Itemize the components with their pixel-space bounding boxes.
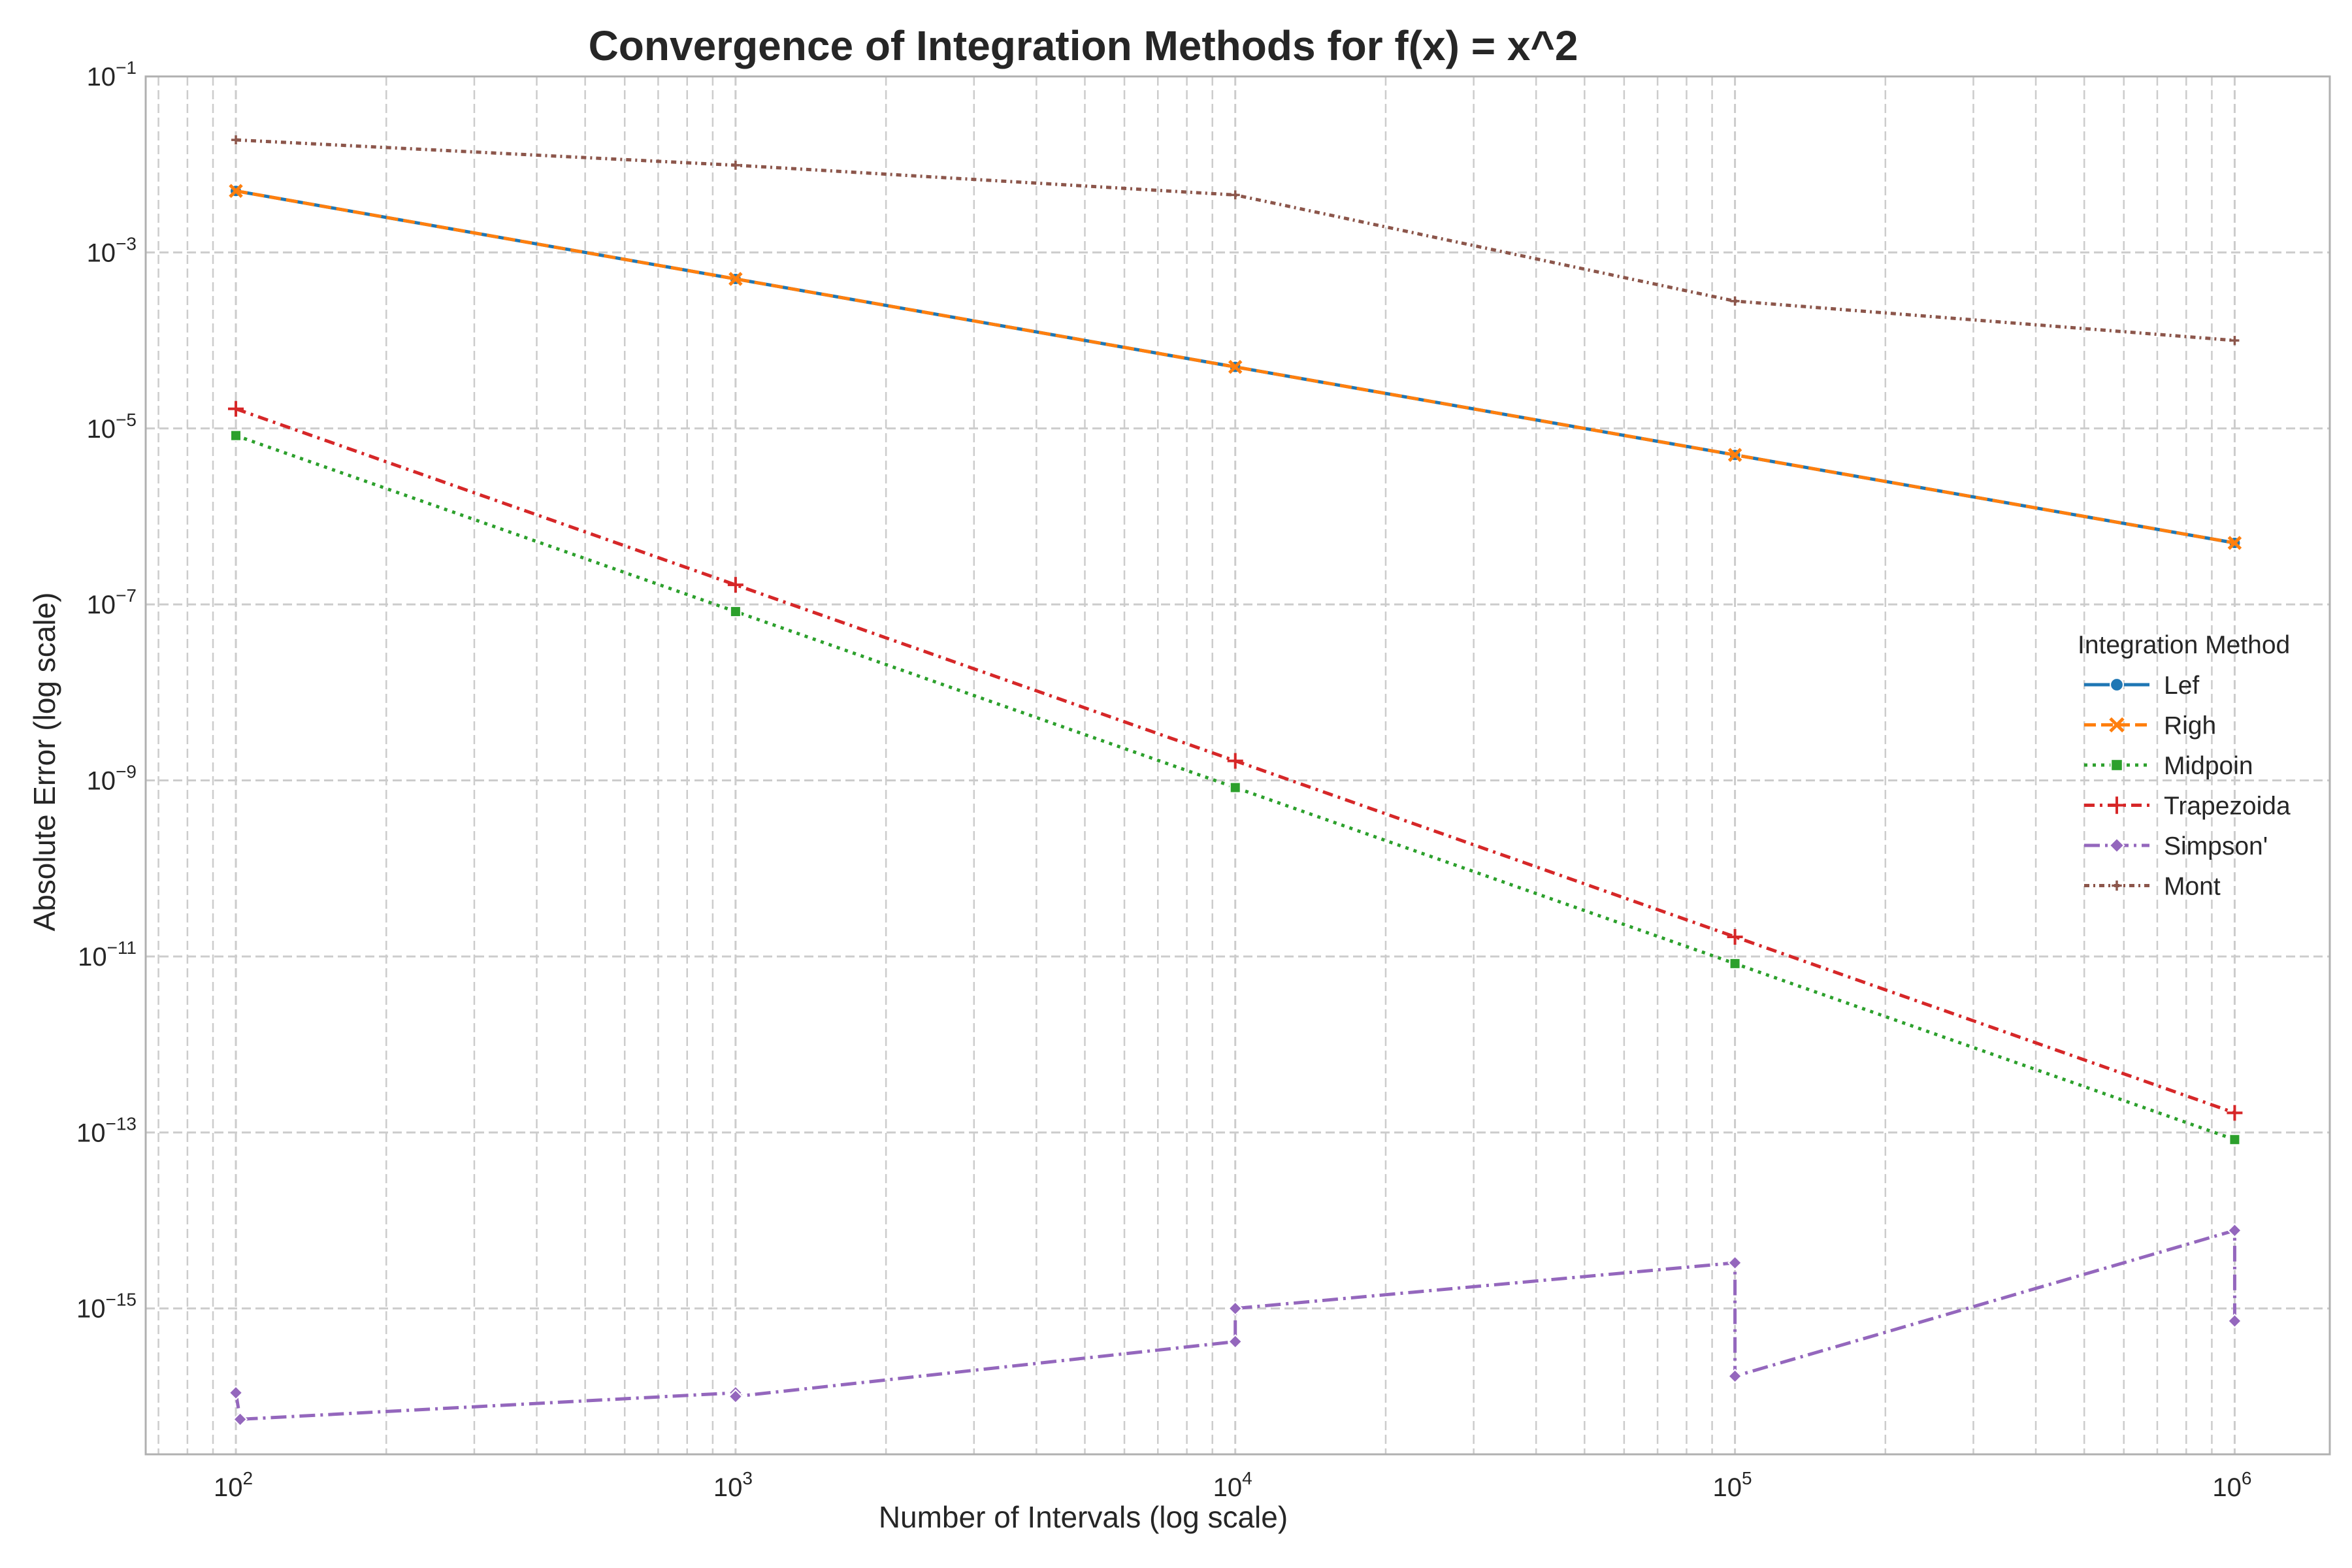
legend-label: Midpoin <box>2164 752 2253 780</box>
data-point <box>2110 678 2124 692</box>
data-point <box>2109 717 2125 733</box>
data-point <box>2110 759 2123 772</box>
legend-label: Simpson' <box>2164 832 2268 860</box>
data-point <box>1228 1301 1243 1316</box>
data-point <box>729 606 742 618</box>
grid <box>146 75 2330 1454</box>
legend-label: Righ <box>2164 712 2216 740</box>
legend-items: Lef Righ Midpoin Trapezoida Simpson' Mont <box>2084 672 2291 901</box>
data-point <box>231 135 241 145</box>
data-point <box>233 1411 248 1427</box>
data-point <box>728 272 743 286</box>
data-point <box>2227 1313 2242 1329</box>
data-point <box>1228 359 1243 374</box>
legend-label: Mont <box>2164 873 2221 901</box>
y-tick-label: 10−9 <box>87 762 137 796</box>
y-tick-label: 10−1 <box>87 57 137 91</box>
chart-title: Convergence of Integration Methods for f… <box>589 22 1578 69</box>
data-point <box>1727 1368 1742 1384</box>
y-tick-label: 10−3 <box>87 233 137 267</box>
y-tick-label: 10−15 <box>76 1290 137 1324</box>
legend: Integration Method Lef Righ Midpoin Trapezo… <box>2078 631 2291 901</box>
plot-frame <box>144 75 2331 1456</box>
data-point <box>2230 336 2240 346</box>
data-point <box>1730 296 1740 306</box>
data-point <box>2229 1134 2241 1146</box>
legend-label: Lef <box>2164 672 2199 700</box>
data-point <box>2108 796 2126 814</box>
data-point <box>1729 957 1741 970</box>
x-tick-label: 103 <box>713 1468 753 1502</box>
data-point <box>230 429 242 442</box>
data-point <box>728 1389 743 1404</box>
data-point <box>1230 190 1240 200</box>
series-4 <box>228 1222 2242 1427</box>
series-2 <box>230 429 2241 1146</box>
y-tick-label: 10−5 <box>87 410 137 444</box>
data-point <box>727 577 743 593</box>
data-point <box>228 400 244 417</box>
data-point <box>1228 1334 1243 1349</box>
series-5 <box>231 135 2240 346</box>
legend-item: Trapezoida <box>2084 792 2291 821</box>
series-1 <box>229 184 2242 550</box>
y-tick-label: 10−7 <box>87 585 137 619</box>
data-point <box>2227 536 2242 550</box>
series-line <box>235 189 2235 545</box>
x-tick-label: 104 <box>1213 1468 1252 1502</box>
legend-label: Trapezoida <box>2164 792 2291 821</box>
legend-item: Midpoin <box>2084 752 2253 780</box>
legend-item: Lef <box>2084 672 2199 700</box>
data-point <box>2227 1222 2242 1238</box>
series-layer <box>228 135 2243 1427</box>
legend-title: Integration Method <box>2078 631 2290 659</box>
x-tick-label: 105 <box>1713 1468 1752 1502</box>
data-point <box>1227 753 1243 769</box>
data-point <box>228 1385 244 1401</box>
y-axis-label: Absolute Error (log scale) <box>27 593 61 932</box>
data-point <box>2108 837 2125 854</box>
y-tick-label: 10−13 <box>76 1113 137 1147</box>
data-point <box>2227 1105 2243 1121</box>
series-line <box>234 1228 2236 1421</box>
data-point <box>1727 928 1743 945</box>
x-tick-label: 102 <box>214 1468 253 1502</box>
data-point <box>229 184 243 199</box>
series-3 <box>228 400 2243 1121</box>
data-point <box>1727 1255 1742 1271</box>
legend-item: Righ <box>2084 712 2216 740</box>
data-point <box>1727 448 1742 463</box>
y-tick-label: 10−11 <box>78 938 137 972</box>
x-tick-label: 106 <box>2212 1468 2251 1502</box>
x-axis-label: Number of Intervals (log scale) <box>879 1500 1288 1534</box>
tick-labels: 102 103 104 105 106 10−15 10−13 10−11 10−9 10−7 10… <box>76 57 2251 1502</box>
legend-item: Simpson' <box>2084 832 2268 860</box>
data-point <box>730 160 740 170</box>
legend-item: Mont <box>2084 873 2221 901</box>
data-point <box>1229 781 1241 794</box>
data-point <box>2112 880 2122 891</box>
